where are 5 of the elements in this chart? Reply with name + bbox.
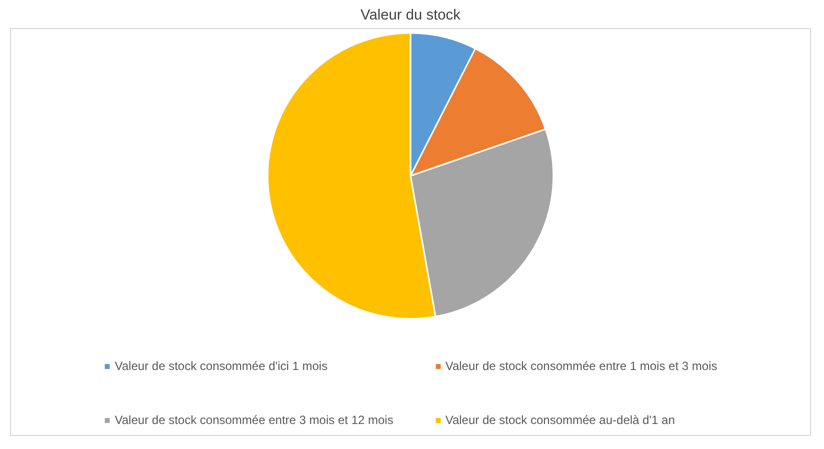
chart-title: Valeur du stock bbox=[360, 8, 462, 24]
legend-label: Valeur de stock consommée au-delà d'1 an bbox=[445, 413, 675, 427]
legend-label: Valeur de stock consommée entre 1 mois et 3 mois bbox=[445, 359, 718, 373]
legend-label: Valeur de stock consommée entre 3 mois et 12 mois bbox=[114, 413, 394, 427]
legend-label: Valeur de stock consommée d'ici 1 mois bbox=[114, 359, 328, 373]
